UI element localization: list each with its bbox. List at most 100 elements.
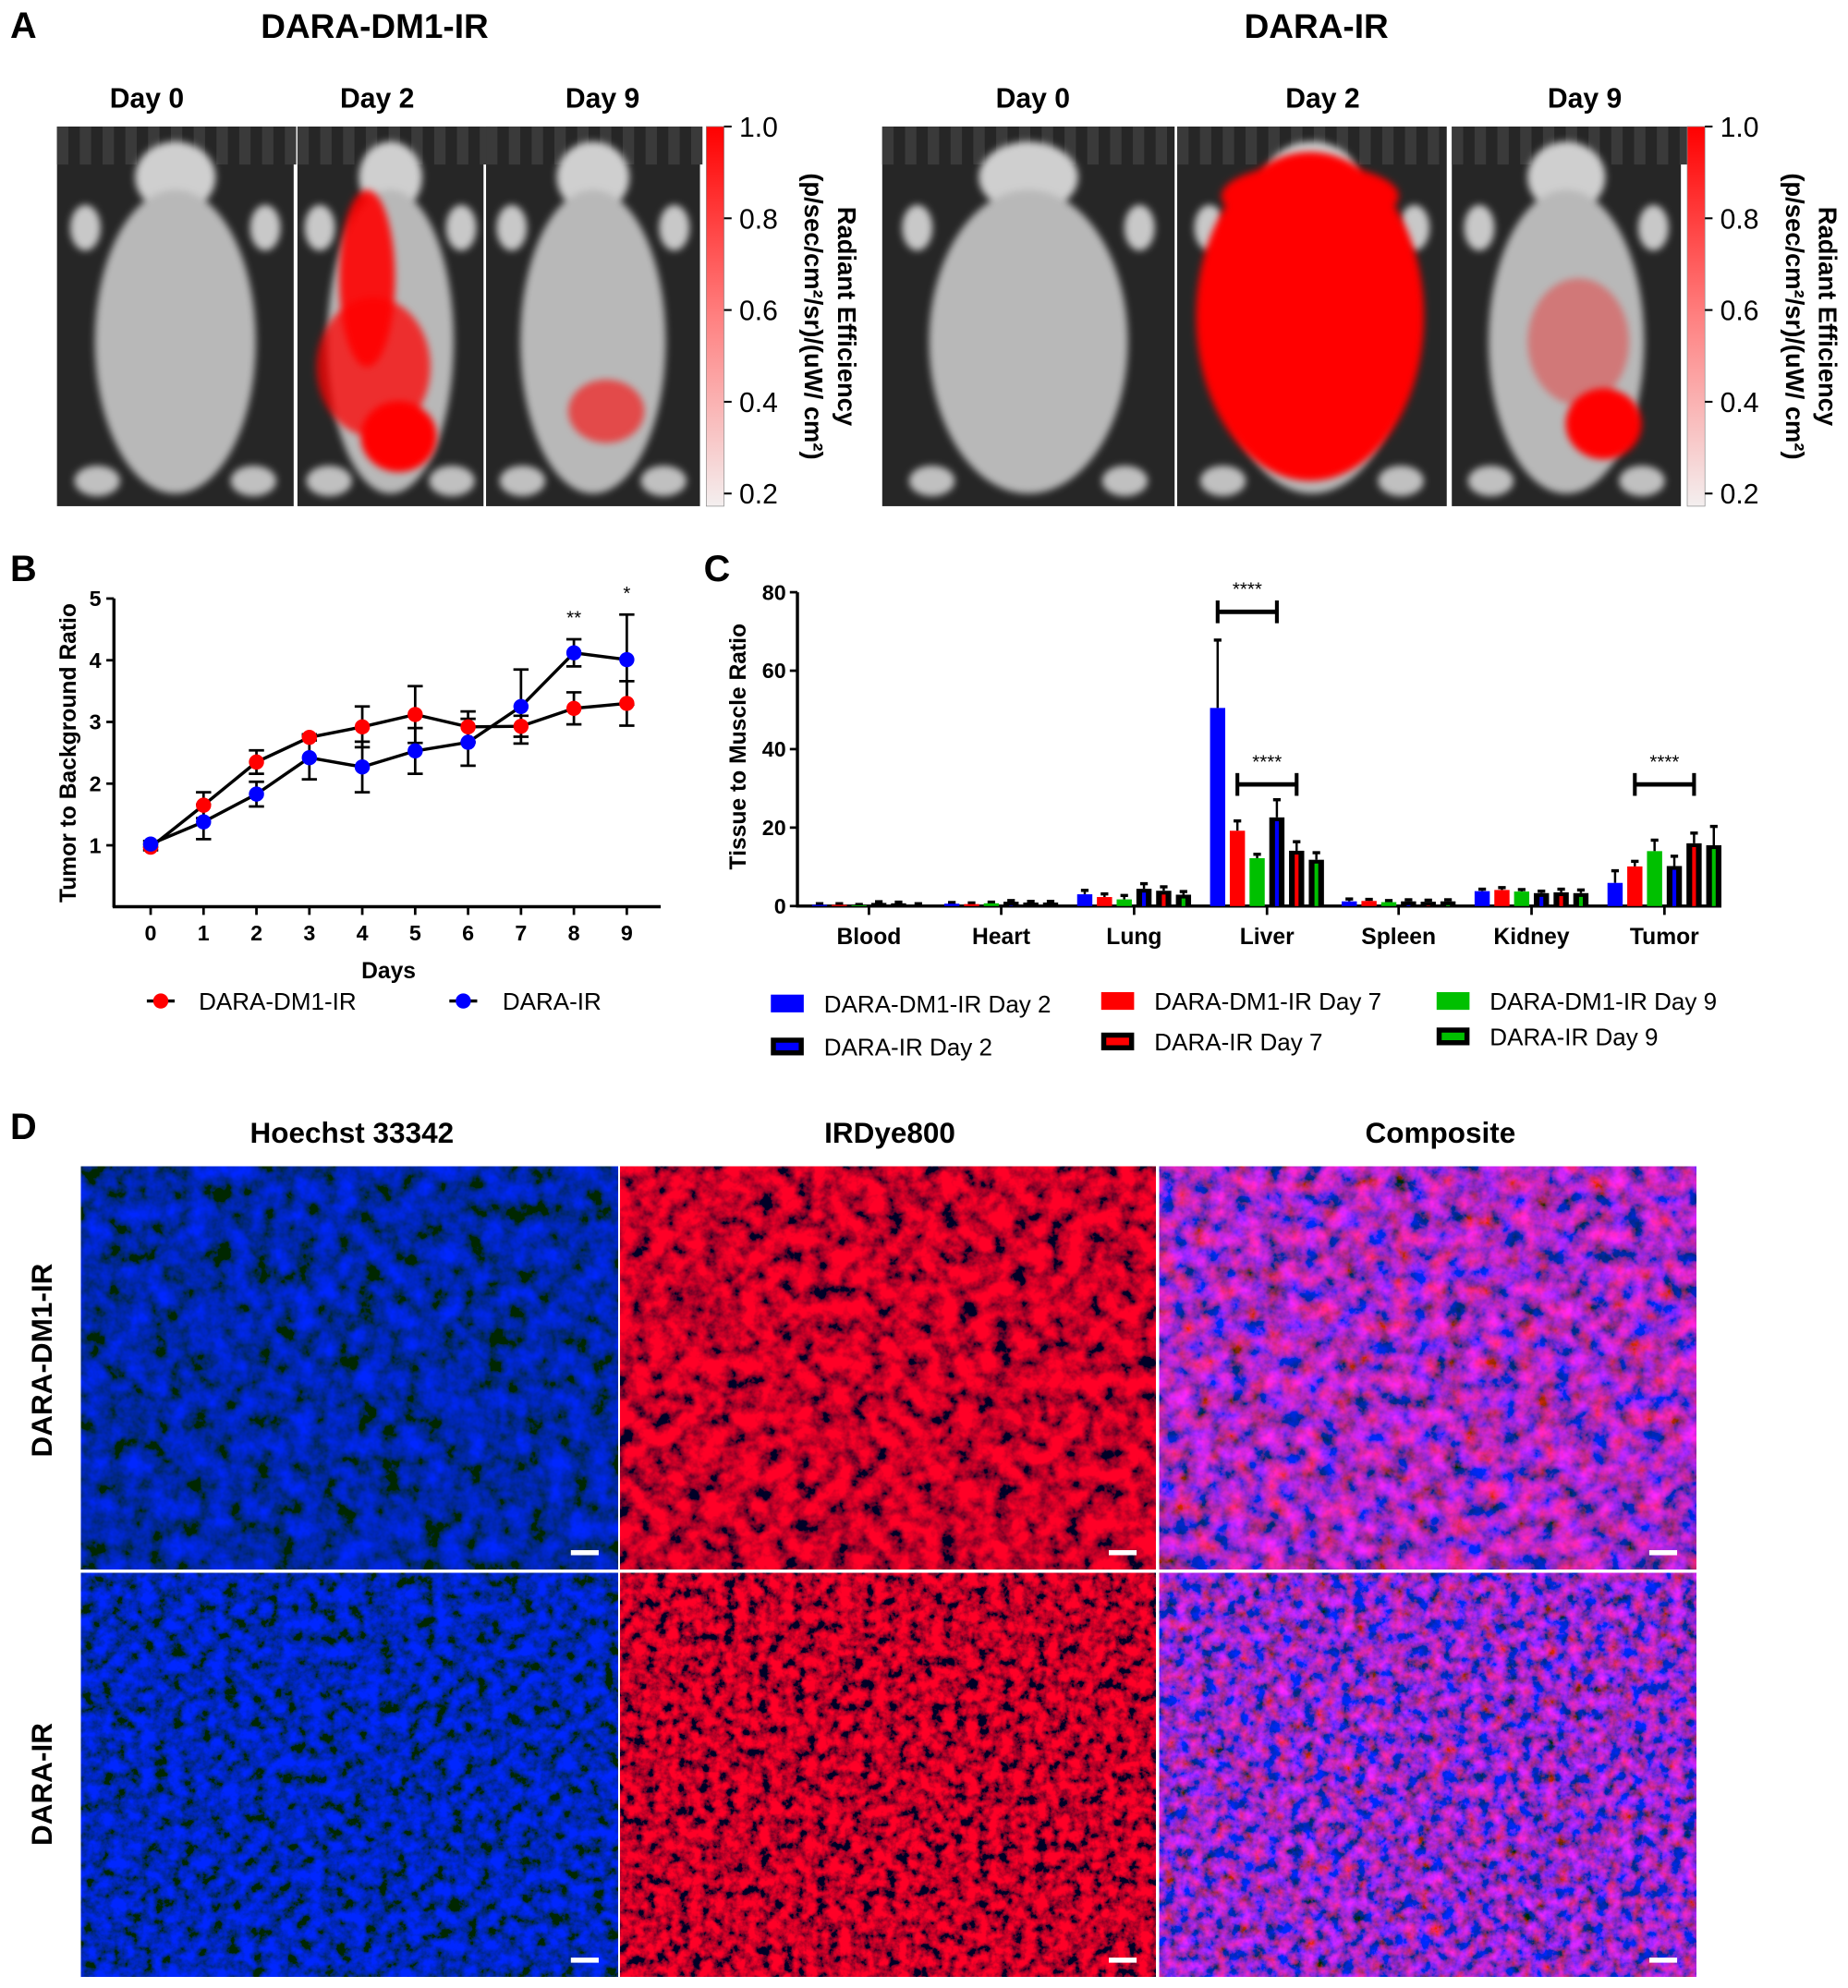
legend-b: DARA-DM1-IR DARA-IR [146,988,602,1015]
bar-fill [1446,904,1451,906]
microscopy-image [620,1572,1156,1977]
mouse-paw [445,204,477,251]
group-title-dara-ir: DARA-IR [1245,7,1389,45]
bar [910,904,927,906]
cage-bar [1064,126,1076,165]
mouse-paw [1464,204,1495,251]
day-label: Day 2 [340,83,414,114]
significance-marker: **** [1649,751,1679,772]
data-point [407,743,423,759]
data-point [196,797,212,813]
colorbar-tick-label: 0.4 [1720,388,1759,418]
x-tick-label: 7 [515,921,527,945]
mouse-body [69,141,281,496]
colorbar-unit: (p/sec/cm²/sr)/(uW/ cm²) [1781,173,1809,459]
bar [1076,894,1093,906]
y-tick-label: 3 [90,710,102,734]
mouse-foot [1378,466,1424,496]
y-tick-label: 80 [762,580,786,604]
x-tick-label: 2 [250,921,262,945]
cage-bar [1381,126,1394,165]
data-point [249,754,264,770]
mouse-image [881,126,1175,506]
mouse-image [56,126,297,506]
cage-bar [1359,126,1371,165]
mouse-image [1176,126,1447,506]
x-tick-label: 9 [621,921,633,945]
bar [1249,857,1265,906]
data-point [249,786,264,802]
legend-label: DARA-DM1-IR Day 9 [1489,988,1717,1015]
microscopy-image [1159,1572,1696,1977]
bar [1380,902,1397,906]
bar [870,903,887,906]
legend-swatch-fill [775,1042,799,1050]
scale-bar [570,1958,599,1963]
colorbar-gradient [1686,126,1706,507]
day-label: Day 0 [110,83,184,114]
cage-bar [1452,126,1464,165]
mouse-paw [304,204,335,251]
mouse-paw [1637,204,1669,251]
data-point [354,759,371,775]
cage-bar [456,126,468,165]
mouse-foot [499,466,546,496]
bar [1494,890,1510,906]
bar-chart-tissue-muscle: 0 20 40 60 80 Blood Heart Lung Liver Spleen Kidney… [762,579,1721,950]
colorbar-tick-label: 0.6 [739,297,778,327]
panel-label-d: D [10,1107,37,1147]
cage-bar [1176,126,1189,165]
legend-label: DARA-DM1-IR Day 7 [1154,988,1381,1015]
bar [832,904,847,906]
legend-label: DARA-DM1-IR Day 2 [824,990,1052,1018]
cage-bar [125,126,137,165]
microscopy-image [80,1572,618,1977]
bar-fill [1406,904,1411,906]
mouse-foot [306,466,352,496]
legend-label: DARA-DM1-IR [199,988,357,1015]
bar [943,903,960,906]
bar [983,903,1000,906]
cage-bar [905,126,917,165]
cage-bar [1087,126,1100,165]
scale-bar [570,1550,599,1556]
mouse-image [1452,126,1692,506]
significance-marker: ** [566,608,581,629]
data-point [301,749,318,766]
y-tick-label: 2 [90,771,102,795]
colorbar-tick-label: 0.2 [739,479,778,510]
fluorescence-signal [1196,152,1425,481]
y-tick-label: 40 [762,737,786,761]
cage-bar [1428,126,1440,165]
mouse-paw [1124,204,1155,251]
cage-bar [1222,126,1234,165]
bar [1420,902,1436,906]
bar [1440,901,1456,906]
data-point [196,814,212,830]
legend-label: DARA-IR Day 2 [824,1033,992,1061]
cage-bar [531,126,543,165]
x-tick-label: 3 [303,921,315,945]
cage-bar [508,126,521,165]
mouse-body [902,141,1155,496]
category-label: Heart [972,925,1030,950]
y-tick-label: 5 [90,587,102,611]
bar [1342,901,1357,906]
colorbar-tick-label: 0.2 [1720,479,1759,510]
data-point [619,696,635,711]
legend-marker-dara-ir [456,993,471,1009]
bar-fill [1009,905,1014,906]
data-point [354,719,371,735]
cage-bar [1404,126,1416,165]
scale-bar [1108,1550,1137,1556]
colorbar-label: Radiant Efficiency [833,207,861,427]
legend-label: DARA-IR [503,988,602,1015]
x-axis-label: Days [361,959,416,984]
bar [811,904,828,906]
cage-bar [1634,126,1646,165]
bar [1116,899,1132,906]
bar-fill [1559,896,1563,906]
y-tick-label: 20 [762,816,786,840]
mouse-foot [429,466,475,496]
